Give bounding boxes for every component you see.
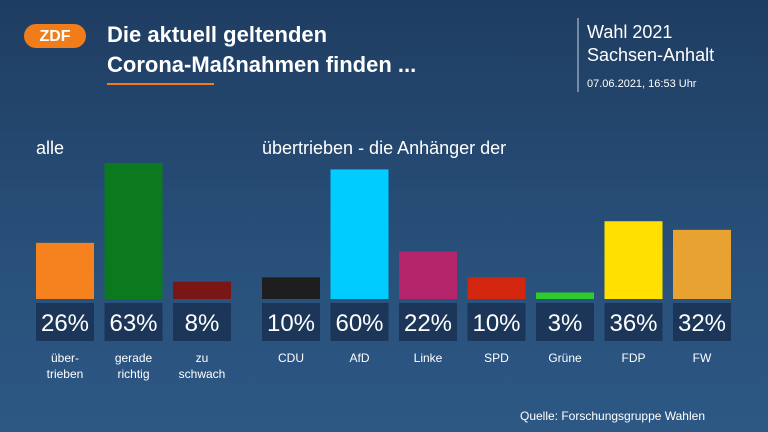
x-tick-label: Grüne [548,351,582,365]
source: Quelle: Forschungsgruppe Wahlen [520,409,705,423]
logo-bg [24,24,86,48]
value-label-bg [330,303,389,341]
bar [604,221,663,299]
bar [467,277,526,299]
x-tick-label: CDU [278,351,304,365]
bar [330,169,389,299]
value-label-bg [467,303,526,341]
bar [36,242,94,299]
value-label-bg [399,303,457,341]
value-label-bg [36,303,94,341]
bar [673,229,731,299]
value-label: 63% [109,310,157,337]
bar [173,281,231,299]
election: Wahl 2021 [587,22,673,42]
x-tick-label: SPD [484,351,509,365]
value-label: 36% [609,310,657,337]
bar [104,162,163,299]
value-label: 10% [472,310,520,337]
bar [262,277,320,299]
logo: ZDF [39,28,70,45]
value-label-bg [262,303,320,341]
timestamp: 07.06.2021, 16:53 Uhr [587,78,697,90]
x-tick-label: Linke [413,351,443,365]
value-label: 26% [41,310,89,337]
value-label-bg [536,303,594,341]
x-tick-label: zu schwach [178,351,226,381]
value-label-bg [604,303,663,341]
region: Sachsen-Anhalt [587,45,715,65]
value-label: 60% [335,310,383,337]
value-label-bg [673,303,731,341]
value-label-bg [173,303,231,341]
bar [399,251,457,299]
value-label: 32% [678,310,726,337]
x-tick-label: FW [692,351,712,365]
x-tick-label: FDP [621,351,646,365]
title: Die aktuell geltenden Corona-Maßnahmen f… [107,22,417,77]
value-label: 22% [404,310,452,337]
bar [536,292,594,299]
x-tick-label: gerade richtig [114,351,153,381]
value-label: 8% [185,310,220,337]
value-label-bg [104,303,163,341]
x-tick-label: über- trieben [46,351,84,381]
group-title: übertrieben - die Anhänger der [262,138,507,158]
value-label: 10% [267,310,315,337]
group-title: alle [36,138,65,158]
x-tick-label: AfD [349,351,370,365]
value-label: 3% [548,310,583,337]
